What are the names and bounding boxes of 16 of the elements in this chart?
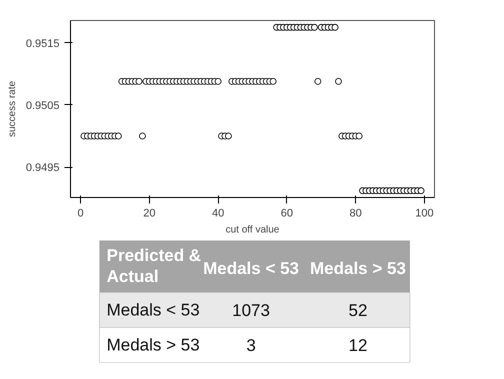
x-tick-label: 0 bbox=[77, 208, 84, 220]
y-tick-label: 0.9495 bbox=[26, 162, 60, 174]
x-tick-label: 60 bbox=[280, 208, 294, 220]
data-label: 3 bbox=[246, 336, 256, 355]
data-label: 12 bbox=[348, 336, 368, 355]
y-tick-label: 0.9505 bbox=[26, 100, 60, 112]
x-axis-title: cut off value bbox=[226, 224, 280, 236]
x-tick-label: 40 bbox=[212, 208, 224, 220]
x-tick-label: 20 bbox=[143, 208, 156, 220]
x-tick-label: 80 bbox=[350, 208, 362, 220]
data-label: 1073 bbox=[232, 301, 270, 320]
x-tick-label: 100 bbox=[415, 208, 434, 220]
y-axis-title: success rate bbox=[6, 80, 18, 138]
data-label: 52 bbox=[348, 301, 368, 320]
y-tick-label: 0.9515 bbox=[26, 38, 60, 50]
chart-title: Predicted & Actual bbox=[106, 246, 202, 286]
